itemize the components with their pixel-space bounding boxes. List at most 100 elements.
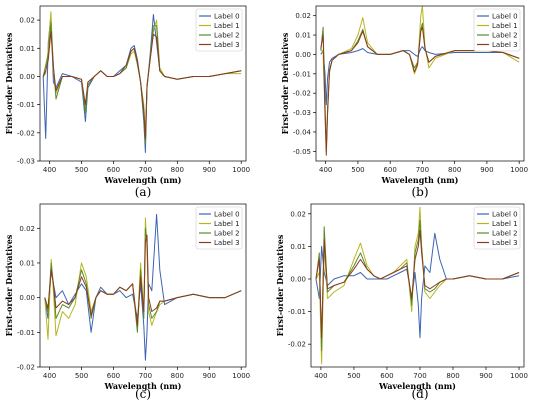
- x-tick-label: 500: [351, 166, 364, 174]
- x-tick-label: 400: [43, 372, 56, 380]
- x-axis-title: Wavelength (nm): [381, 175, 459, 185]
- x-tick-label: 900: [203, 166, 216, 174]
- y-tick-label: 0.00: [295, 51, 311, 59]
- y-axis-title: First-order Derivatives: [4, 32, 14, 134]
- legend-frame: [195, 206, 243, 250]
- legend-label: Label 3: [492, 41, 518, 49]
- x-tick-label: 400: [319, 166, 332, 174]
- panel-a: 400 500 600 700 800 900 1000 -0.03 -0.02 -0.01 0.0…: [4, 5, 250, 199]
- series-line-label-3: [320, 26, 520, 156]
- x-tick-label: 1000: [232, 166, 250, 174]
- x-tick-label: 700: [139, 166, 152, 174]
- series-line-label-0: [320, 46, 520, 106]
- x-tick-label: 700: [413, 372, 426, 380]
- legend-frame: [473, 8, 521, 52]
- y-tick-label: 0.01: [19, 259, 35, 267]
- x-tick-label: 600: [107, 166, 120, 174]
- legend-label: Label 0: [214, 13, 240, 21]
- x-tick-label: 500: [75, 372, 88, 380]
- x-axis-title: Wavelength (nm): [378, 381, 456, 391]
- x-tick-label: 700: [416, 166, 429, 174]
- y-tick-label: 0.02: [19, 225, 35, 233]
- y-tick-label: 0.02: [290, 210, 306, 218]
- x-tick-label: 900: [480, 166, 493, 174]
- legend-frame: [195, 8, 243, 52]
- y-tick-label: 0.01: [19, 45, 35, 53]
- x-tick-label: 900: [203, 372, 216, 380]
- y-tick-label: -0.03: [17, 158, 35, 166]
- x-tick-label: 600: [380, 372, 393, 380]
- y-tick-label: -0.01: [17, 329, 35, 337]
- x-tick-label: 700: [139, 372, 152, 380]
- y-tick-label: -0.05: [293, 148, 311, 156]
- x-tick-label: 600: [383, 166, 396, 174]
- y-tick-label: -0.01: [293, 70, 311, 78]
- x-tick-label: 1000: [510, 372, 528, 380]
- legend-label: Label 0: [492, 211, 518, 219]
- legend-label: Label 3: [214, 239, 240, 247]
- x-tick-label: 900: [479, 372, 492, 380]
- legend-label: Label 2: [214, 230, 240, 238]
- series-line-label-0: [44, 213, 242, 361]
- legend-label: Label 0: [492, 13, 518, 21]
- x-tick-label: 400: [43, 166, 56, 174]
- panel-caption: (c): [135, 387, 151, 401]
- axes-frame: [39, 5, 247, 162]
- x-tick-label: 600: [107, 372, 120, 380]
- y-tick-label: 0.00: [290, 275, 306, 283]
- y-tick-label: -0.02: [17, 129, 35, 137]
- y-tick-label: 0.00: [19, 294, 35, 302]
- legend-label: Label 3: [214, 41, 240, 49]
- x-tick-label: 800: [171, 372, 184, 380]
- legend-label: Label 2: [214, 32, 240, 40]
- x-tick-label: 800: [448, 166, 461, 174]
- axes-frame: [315, 5, 525, 162]
- legend-label: Label 1: [214, 220, 240, 228]
- panel-b: 400 500 600 700 800 900 1000 -0.05 -0.04 -0.03 -0.…: [280, 5, 528, 199]
- legend-label: Label 1: [492, 22, 518, 30]
- x-tick-label: 1000: [510, 166, 528, 174]
- axes-frame: [39, 203, 247, 368]
- y-tick-label: -0.04: [293, 128, 312, 136]
- y-tick-label: 0.00: [19, 73, 35, 81]
- x-tick-label: 800: [446, 372, 459, 380]
- panel-caption: (a): [135, 185, 152, 199]
- y-tick-label: -0.01: [288, 308, 306, 316]
- x-axis-title: Wavelength (nm): [104, 381, 182, 391]
- legend-label: Label 1: [492, 220, 518, 228]
- y-tick-label: 0.01: [295, 32, 311, 40]
- x-tick-label: 500: [75, 166, 88, 174]
- y-axis-title: First-order Derivatives: [280, 32, 290, 134]
- y-tick-label: -0.02: [17, 364, 35, 372]
- panel-caption: (d): [411, 387, 428, 401]
- y-tick-label: 0.02: [295, 12, 311, 20]
- x-tick-label: 800: [171, 166, 184, 174]
- y-axis-title: First-order Derivatives: [275, 234, 285, 336]
- panel-d: 400 500 600 700 800 900 1000 -0.02 -0.01 0.00 0.01…: [275, 203, 528, 401]
- legend-frame: [473, 206, 521, 250]
- legend-label: Label 2: [492, 230, 518, 238]
- legend-label: Label 0: [214, 211, 240, 219]
- legend-label: Label 1: [214, 22, 240, 30]
- series-line-label-3: [42, 30, 242, 139]
- y-tick-label: -0.03: [293, 109, 311, 117]
- y-axis-title: First-order Derivatives: [4, 234, 14, 336]
- series-line-label-3: [44, 234, 242, 326]
- x-tick-label: 400: [314, 372, 327, 380]
- x-tick-label: 1000: [232, 372, 250, 380]
- x-axis-title: Wavelength (nm): [104, 175, 182, 185]
- series-line-label-3: [315, 229, 520, 339]
- panel-caption: (b): [411, 185, 428, 199]
- y-tick-label: 0.02: [19, 17, 35, 25]
- y-tick-label: 0.01: [290, 243, 306, 251]
- panel-c: 400 500 600 700 800 900 1000 -0.02 -0.01 0.00 0.01…: [4, 203, 250, 401]
- y-tick-label: -0.02: [288, 341, 306, 349]
- axes-frame: [310, 203, 525, 368]
- legend-label: Label 3: [492, 239, 518, 247]
- x-tick-label: 500: [347, 372, 360, 380]
